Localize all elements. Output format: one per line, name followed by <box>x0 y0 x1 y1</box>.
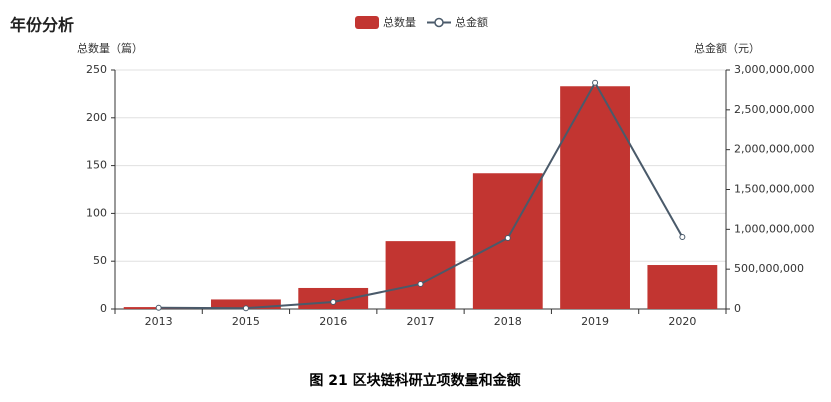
x-tick-label: 2013 <box>145 315 173 328</box>
line-point <box>417 280 424 287</box>
y-tick-label: 50 <box>93 254 107 267</box>
y2-tick-label: 2,000,000,000 <box>734 143 814 156</box>
y2-tick-label: 500,000,000 <box>734 262 804 275</box>
y2-tick-label: 2,500,000,000 <box>734 103 814 116</box>
legend-swatch <box>355 16 379 29</box>
x-tick-label: 2020 <box>668 315 696 328</box>
x-tick-label: 2018 <box>494 315 522 328</box>
y-tick-label: 0 <box>100 302 107 315</box>
line-point <box>592 79 599 86</box>
bar <box>298 287 369 309</box>
bar <box>647 265 718 309</box>
y2-tick-label: 1,000,000,000 <box>734 222 814 235</box>
x-tick-label: 2019 <box>581 315 609 328</box>
legend-swatch <box>434 17 444 28</box>
legend-label: 总金额 <box>455 15 488 29</box>
y-tick-label: 200 <box>86 111 107 124</box>
bar <box>385 241 456 309</box>
y2-tick-label: 3,000,000,000 <box>734 63 814 76</box>
bar <box>560 86 630 309</box>
legend-label: 总数量 <box>383 15 416 29</box>
bar <box>211 299 281 309</box>
page-title: 年份分析 <box>10 16 74 35</box>
x-tick-label: 2016 <box>319 315 347 328</box>
line-point <box>679 233 686 240</box>
y-tick-label: 100 <box>86 206 107 219</box>
y2-tick-label: 0 <box>734 302 741 315</box>
line-point <box>330 298 337 305</box>
line-point <box>242 305 249 312</box>
y-tick-label: 250 <box>86 63 107 76</box>
y-tick-label: 150 <box>86 159 107 172</box>
x-tick-label: 2015 <box>232 315 260 328</box>
x-tick-label: 2017 <box>407 315 435 328</box>
caption: 图 21 区块链科研立项数量和金额 <box>309 372 520 389</box>
line-point <box>504 235 511 242</box>
y2-axis-label: 总金额（元） <box>694 41 760 55</box>
y-axis-label: 总数量（篇） <box>77 41 143 55</box>
y2-tick-label: 1,500,000,000 <box>734 183 814 196</box>
line-point <box>155 304 162 311</box>
